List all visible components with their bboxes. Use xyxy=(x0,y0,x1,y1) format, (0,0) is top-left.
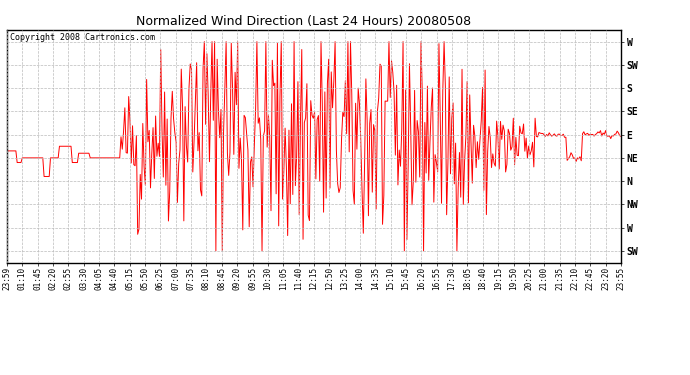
Text: Copyright 2008 Cartronics.com: Copyright 2008 Cartronics.com xyxy=(10,33,155,42)
Text: Normalized Wind Direction (Last 24 Hours) 20080508: Normalized Wind Direction (Last 24 Hours… xyxy=(136,15,471,28)
